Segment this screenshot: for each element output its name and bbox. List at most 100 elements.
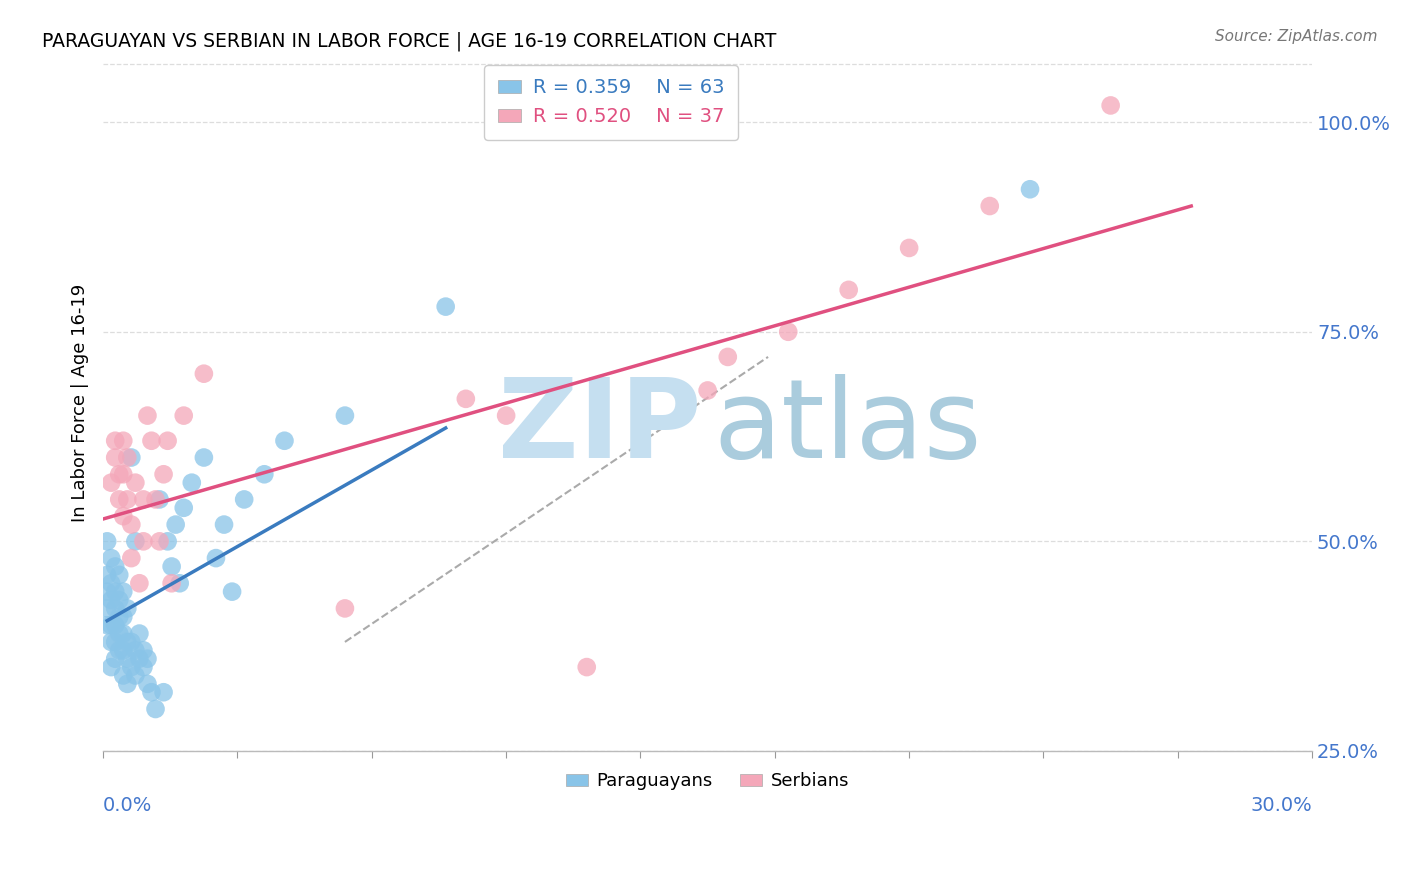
Point xyxy=(180,475,202,490)
Text: Source: ZipAtlas.com: Source: ZipAtlas.com xyxy=(1215,29,1378,44)
Point xyxy=(124,475,146,490)
Point xyxy=(120,635,142,649)
Point xyxy=(233,492,256,507)
Point xyxy=(253,467,276,482)
Point xyxy=(136,409,159,423)
Text: 30.0%: 30.0% xyxy=(1250,797,1312,815)
Point xyxy=(100,635,122,649)
Point xyxy=(96,534,118,549)
Point xyxy=(124,668,146,682)
Point xyxy=(104,618,127,632)
Point xyxy=(96,618,118,632)
Point xyxy=(193,450,215,465)
Point xyxy=(108,593,131,607)
Point xyxy=(100,576,122,591)
Point xyxy=(117,492,139,507)
Point xyxy=(117,635,139,649)
Point xyxy=(193,367,215,381)
Point xyxy=(454,392,477,406)
Point xyxy=(152,467,174,482)
Point xyxy=(160,559,183,574)
Point xyxy=(112,643,135,657)
Point xyxy=(128,626,150,640)
Point xyxy=(273,434,295,448)
Point xyxy=(100,618,122,632)
Point xyxy=(108,567,131,582)
Point xyxy=(112,626,135,640)
Point xyxy=(108,492,131,507)
Point xyxy=(104,450,127,465)
Point xyxy=(141,434,163,448)
Point xyxy=(169,576,191,591)
Point xyxy=(165,517,187,532)
Point xyxy=(696,384,718,398)
Point xyxy=(104,584,127,599)
Text: PARAGUAYAN VS SERBIAN IN LABOR FORCE | AGE 16-19 CORRELATION CHART: PARAGUAYAN VS SERBIAN IN LABOR FORCE | A… xyxy=(42,31,776,51)
Point xyxy=(104,434,127,448)
Point xyxy=(333,601,356,615)
Legend: Paraguayans, Serbians: Paraguayans, Serbians xyxy=(558,765,856,797)
Point xyxy=(100,593,122,607)
Point xyxy=(1099,98,1122,112)
Point xyxy=(333,409,356,423)
Point xyxy=(96,567,118,582)
Point xyxy=(100,475,122,490)
Point xyxy=(165,794,187,808)
Point xyxy=(148,534,170,549)
Point xyxy=(112,434,135,448)
Point xyxy=(156,434,179,448)
Point xyxy=(152,685,174,699)
Point xyxy=(108,467,131,482)
Point xyxy=(120,660,142,674)
Point xyxy=(173,500,195,515)
Point xyxy=(128,651,150,665)
Text: 0.0%: 0.0% xyxy=(103,797,152,815)
Point xyxy=(838,283,860,297)
Point xyxy=(495,409,517,423)
Point xyxy=(117,601,139,615)
Point xyxy=(132,492,155,507)
Point xyxy=(112,668,135,682)
Point xyxy=(108,626,131,640)
Point xyxy=(898,241,921,255)
Point xyxy=(132,643,155,657)
Point xyxy=(1019,182,1042,196)
Point xyxy=(205,551,228,566)
Point xyxy=(117,450,139,465)
Point xyxy=(221,584,243,599)
Point xyxy=(575,660,598,674)
Point xyxy=(112,509,135,524)
Point xyxy=(108,609,131,624)
Point xyxy=(145,702,167,716)
Point xyxy=(979,199,1001,213)
Point xyxy=(104,635,127,649)
Point xyxy=(124,643,146,657)
Point xyxy=(120,450,142,465)
Y-axis label: In Labor Force | Age 16-19: In Labor Force | Age 16-19 xyxy=(72,284,89,522)
Point xyxy=(124,534,146,549)
Point xyxy=(136,651,159,665)
Point xyxy=(136,677,159,691)
Point xyxy=(141,685,163,699)
Point xyxy=(96,601,118,615)
Point xyxy=(104,601,127,615)
Point xyxy=(212,517,235,532)
Point xyxy=(112,467,135,482)
Text: ZIP: ZIP xyxy=(498,374,702,481)
Point xyxy=(104,559,127,574)
Point xyxy=(145,492,167,507)
Point xyxy=(108,643,131,657)
Point xyxy=(96,584,118,599)
Text: atlas: atlas xyxy=(714,374,983,481)
Point xyxy=(148,492,170,507)
Point xyxy=(112,584,135,599)
Point xyxy=(156,534,179,549)
Point xyxy=(132,534,155,549)
Point xyxy=(112,609,135,624)
Point xyxy=(132,660,155,674)
Point xyxy=(100,551,122,566)
Point xyxy=(117,677,139,691)
Point xyxy=(160,576,183,591)
Point xyxy=(120,517,142,532)
Point xyxy=(434,300,457,314)
